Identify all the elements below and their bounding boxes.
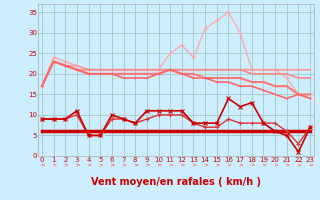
- X-axis label: Vent moyen/en rafales ( km/h ): Vent moyen/en rafales ( km/h ): [91, 177, 261, 187]
